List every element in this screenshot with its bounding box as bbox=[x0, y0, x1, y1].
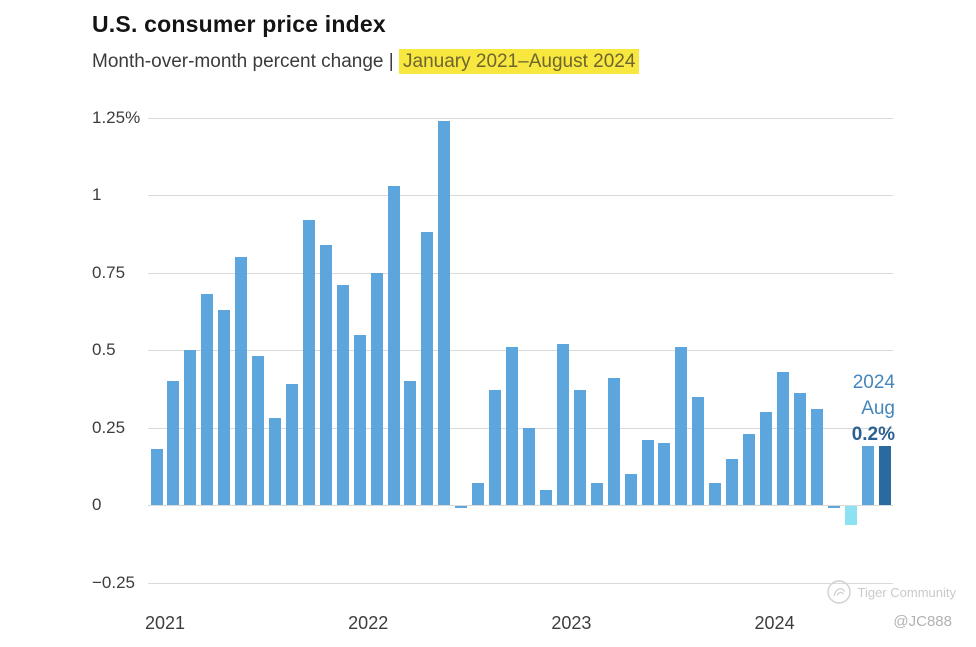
bar-oct-2022 bbox=[506, 346, 519, 505]
bar-jan-2023 bbox=[556, 343, 569, 505]
bar-mar-2021 bbox=[184, 350, 197, 505]
bar-may-2023 bbox=[624, 474, 637, 505]
watermark-brand-label: Tiger Community bbox=[857, 584, 956, 600]
bar-dec-2023 bbox=[743, 433, 756, 505]
bar-jul-2021 bbox=[252, 356, 265, 505]
bar-aug-2021 bbox=[269, 418, 282, 505]
gridline bbox=[148, 117, 893, 119]
bar-dec-2022 bbox=[539, 489, 552, 505]
subtitle-prefix: Month-over-month percent change | bbox=[92, 51, 399, 72]
annotation-month: Aug bbox=[861, 398, 895, 419]
bar-jun-2022 bbox=[438, 120, 451, 505]
bar-dec-2021 bbox=[336, 284, 349, 505]
bar-nov-2023 bbox=[726, 458, 739, 505]
bar-oct-2023 bbox=[709, 483, 722, 505]
bar-may-2024 bbox=[827, 506, 840, 508]
gridline bbox=[148, 272, 893, 274]
x-axis-year-label: 2022 bbox=[348, 613, 389, 633]
bar-jul-2024 bbox=[861, 446, 874, 505]
gridline bbox=[148, 195, 893, 196]
annotation-year: 2024 bbox=[852, 372, 895, 393]
bar-feb-2023 bbox=[573, 390, 586, 505]
bar-jan-2021 bbox=[150, 449, 163, 505]
bar-mar-2024 bbox=[793, 393, 806, 505]
chart-subtitle: Month-over-month percent change | Januar… bbox=[92, 49, 640, 74]
bar-sep-2022 bbox=[489, 390, 502, 505]
y-axis-tick-label: 0.75 bbox=[92, 262, 126, 282]
bar-oct-2021 bbox=[302, 219, 315, 505]
x-axis-year-label: 2021 bbox=[145, 613, 186, 633]
bar-feb-2022 bbox=[370, 272, 383, 505]
bar-jan-2022 bbox=[353, 334, 366, 505]
chart-title: U.S. consumer price index bbox=[92, 11, 386, 37]
y-axis-tick-label: 1.25% bbox=[92, 107, 141, 127]
bar-may-2021 bbox=[218, 309, 231, 505]
x-axis-year-label: 2023 bbox=[551, 613, 592, 633]
bar-jan-2024 bbox=[760, 412, 773, 505]
y-axis-tick-label: 0.25 bbox=[92, 417, 126, 437]
gridline bbox=[148, 350, 893, 351]
gridline bbox=[148, 427, 893, 429]
bar-jun-2024 bbox=[844, 506, 857, 525]
bar-feb-2021 bbox=[167, 381, 180, 505]
gridline bbox=[148, 582, 893, 584]
bar-mar-2023 bbox=[590, 483, 603, 505]
bar-jun-2021 bbox=[235, 257, 248, 505]
watermark-brand: Tiger Community bbox=[826, 579, 956, 605]
bar-aug-2023 bbox=[675, 346, 688, 505]
bar-jul-2023 bbox=[658, 443, 671, 505]
bar-may-2022 bbox=[421, 232, 434, 505]
bar-apr-2022 bbox=[404, 381, 417, 505]
y-axis-tick-label: 0 bbox=[92, 495, 102, 514]
bar-apr-2024 bbox=[810, 408, 823, 505]
subtitle-date-range-highlight: January 2021–August 2024 bbox=[399, 49, 640, 74]
bar-apr-2023 bbox=[607, 377, 620, 505]
y-axis-tick-label: −0.25 bbox=[92, 572, 136, 592]
y-axis-tick-label: 1 bbox=[92, 185, 102, 204]
bar-nov-2021 bbox=[319, 244, 332, 505]
bar-aug-2022 bbox=[472, 483, 485, 505]
bar-jul-2022 bbox=[455, 506, 468, 508]
bar-mar-2022 bbox=[387, 185, 400, 505]
bar-aug-2024 bbox=[878, 446, 891, 505]
bar-nov-2022 bbox=[523, 427, 535, 505]
y-axis-tick-label: 0.5 bbox=[92, 340, 116, 359]
x-axis-year-label: 2024 bbox=[754, 613, 795, 633]
annotation-value: 0.2% bbox=[851, 424, 895, 445]
bar-feb-2024 bbox=[776, 371, 789, 505]
bar-sep-2021 bbox=[285, 384, 298, 505]
bar-sep-2023 bbox=[692, 396, 705, 505]
watermark-user-handle: @JC888 bbox=[893, 613, 952, 630]
latest-value-annotation: 2024 Aug 0.2% bbox=[852, 370, 895, 448]
bar-apr-2021 bbox=[201, 294, 214, 505]
gridline bbox=[148, 505, 893, 506]
tiger-community-logo-icon bbox=[826, 579, 852, 605]
bar-jun-2023 bbox=[641, 439, 654, 505]
